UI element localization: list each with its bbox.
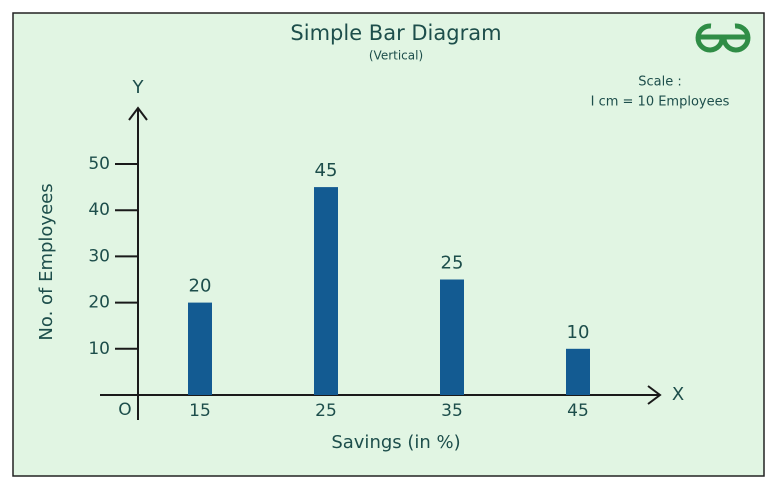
x-axis-arrow: [647, 385, 662, 405]
value-label: 45: [315, 160, 338, 181]
y-tick-label: 30: [88, 246, 110, 266]
scale-note: I cm = 10 Employees: [591, 95, 730, 110]
x-axis-name: X: [672, 384, 684, 405]
y-axis-label: No. of Employees: [36, 183, 57, 340]
y-tick-label: 40: [88, 200, 110, 220]
y-axis-arrow: [128, 106, 148, 121]
bar: [566, 348, 590, 395]
bar: [188, 302, 212, 395]
value-label: 20: [189, 276, 212, 297]
chart-subtitle: (Vertical): [369, 49, 423, 63]
x-tick-label: 25: [315, 401, 337, 421]
x-tick-label: 15: [189, 401, 211, 421]
y-tick-label: 20: [88, 293, 110, 313]
logo: [695, 23, 751, 53]
value-label: 10: [567, 322, 590, 343]
x-tick-label: 35: [441, 401, 463, 421]
y-tick-label: 50: [88, 154, 110, 174]
chart-title: Simple Bar Diagram: [290, 21, 501, 45]
x-axis-label: Savings (in %): [331, 432, 460, 453]
y-tick-label: 10: [88, 339, 110, 359]
value-label: 25: [441, 253, 464, 274]
bar: [440, 279, 464, 395]
bar: [314, 187, 338, 395]
origin-label: O: [118, 400, 131, 420]
x-tick-label: 45: [567, 401, 589, 421]
y-axis-name: Y: [132, 77, 145, 98]
scale-note: Scale :: [638, 75, 682, 90]
